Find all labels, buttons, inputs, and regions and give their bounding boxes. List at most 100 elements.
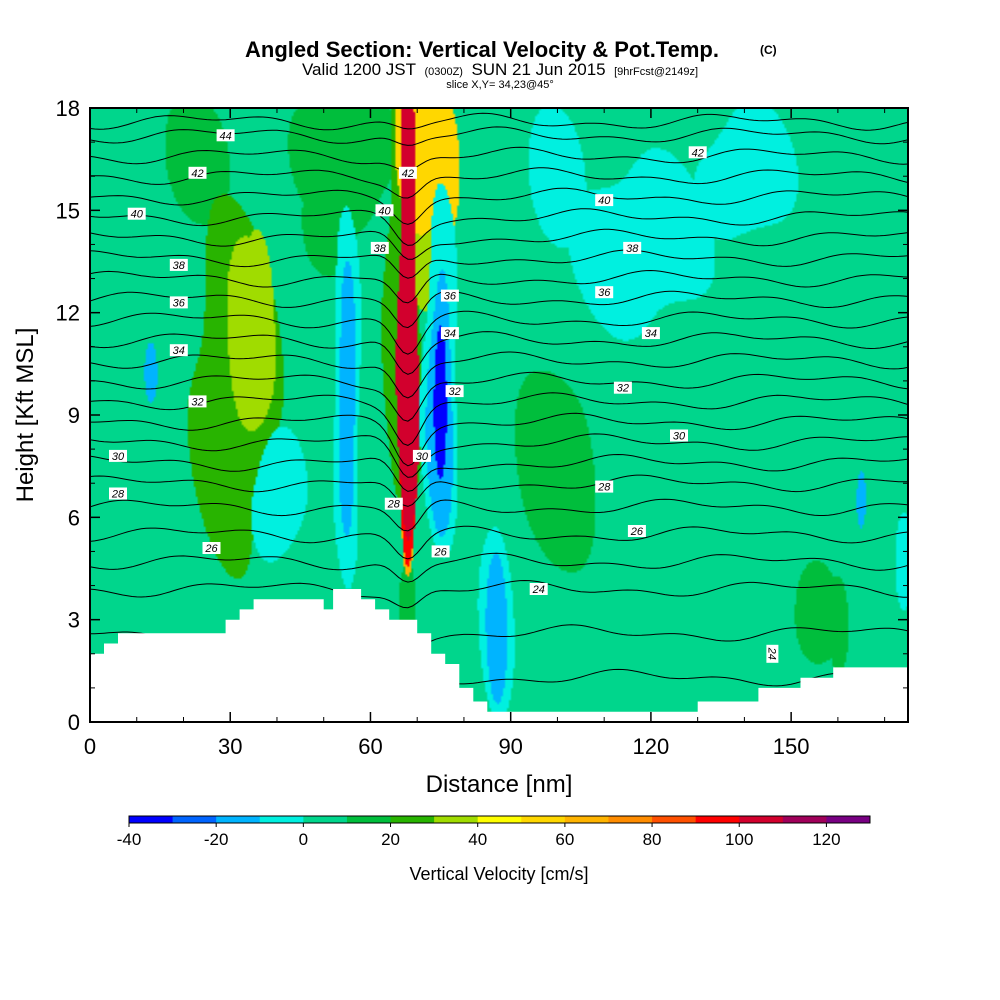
contour-label: 32 bbox=[445, 385, 464, 398]
theta-contour-line bbox=[90, 187, 908, 225]
contour-label: 42 bbox=[398, 166, 417, 180]
colorbar-frame bbox=[128, 815, 871, 824]
colorbar-label: Vertical Velocity [cm/s] bbox=[409, 864, 588, 884]
plot-area: 44 42 40 38 36 34 32 30 28 26 42 40 38 36 34 32 30 28 26 24… bbox=[90, 108, 908, 722]
contour-label-bg bbox=[370, 241, 389, 254]
y-tick-label: 12 bbox=[56, 301, 80, 326]
contour-label: 36 bbox=[440, 289, 459, 303]
colorbar-swatch bbox=[477, 816, 522, 823]
contour-label: 24 bbox=[765, 644, 779, 663]
contour-label-text: 40 bbox=[598, 195, 611, 207]
theta-contour-line bbox=[90, 331, 908, 375]
contour-label-text: 42 bbox=[402, 168, 414, 180]
contour-label-text: 42 bbox=[692, 147, 704, 159]
contour-label-text: 38 bbox=[374, 243, 387, 255]
contour-labels: 44 42 40 38 36 34 32 30 28 26 42 40 38 36 34 32 30 28 26 24… bbox=[109, 129, 779, 663]
x-tick-label: 30 bbox=[218, 734, 242, 759]
contour-label: 42 bbox=[188, 166, 207, 180]
colorbar-swatch bbox=[695, 816, 740, 823]
contour-label-text: 26 bbox=[433, 546, 447, 558]
theta-contour-line bbox=[90, 167, 908, 199]
x-tick-label: 150 bbox=[773, 734, 810, 759]
contour-label: 24 bbox=[529, 583, 548, 596]
contour-label: 38 bbox=[169, 258, 188, 272]
contour-label-bg bbox=[398, 166, 417, 179]
y-tick-label: 6 bbox=[68, 505, 80, 530]
colorbar-tick-label: -20 bbox=[204, 830, 229, 849]
contour-label-text: 30 bbox=[416, 451, 429, 463]
contour-label-bg bbox=[169, 296, 188, 309]
contour-label-bg bbox=[595, 194, 614, 207]
contour-label-bg bbox=[384, 497, 403, 510]
contour-label-bg bbox=[202, 542, 221, 554]
theta-contour-line bbox=[90, 310, 908, 355]
contour-label-text: 28 bbox=[387, 499, 401, 511]
x-tick-label: 0 bbox=[84, 734, 96, 759]
contour-label-text: 30 bbox=[112, 451, 125, 463]
contour-label: 26 bbox=[202, 542, 221, 555]
colorbar-swatch bbox=[259, 816, 304, 823]
contour-label-bg bbox=[169, 344, 188, 357]
colorbar-tick-label: 40 bbox=[468, 830, 487, 849]
theta-contour-line bbox=[90, 228, 908, 260]
contour-label-text: 26 bbox=[630, 526, 644, 538]
chart-title: Angled Section: Vertical Velocity & Pot.… bbox=[245, 37, 719, 62]
contour-label-bg bbox=[529, 583, 548, 595]
colorbar-swatch bbox=[390, 816, 435, 823]
theta-contour-line bbox=[90, 392, 908, 446]
contour-label-bg bbox=[412, 449, 431, 462]
valid-prefix: Valid 1200 JST bbox=[302, 60, 416, 79]
contour-label-bg bbox=[440, 289, 459, 302]
contour-label: 28 bbox=[109, 487, 127, 501]
forecast-info: [9hrFcst@2149z] bbox=[614, 66, 698, 78]
colorbar-swatch bbox=[216, 816, 261, 823]
y-tick-label: 18 bbox=[56, 96, 80, 121]
contour-label-bg bbox=[169, 258, 188, 271]
contour-label-text: 30 bbox=[673, 431, 686, 443]
contour-label-text: 28 bbox=[111, 489, 125, 501]
contour-label-text: 26 bbox=[204, 543, 218, 555]
theta-contour-line bbox=[90, 249, 908, 279]
colorbar-swatch bbox=[172, 816, 217, 823]
colorbar-swatch bbox=[826, 816, 871, 823]
contour-label-text: 34 bbox=[173, 345, 185, 357]
contour-label-bg bbox=[188, 395, 207, 408]
contour-label: 36 bbox=[169, 296, 188, 309]
contour-label-bg bbox=[766, 644, 779, 663]
contour-label-text: 24 bbox=[532, 584, 545, 596]
contour-label-text: 38 bbox=[173, 260, 186, 272]
contour-label-text: 34 bbox=[645, 328, 657, 340]
terrain-mask bbox=[90, 589, 908, 722]
contour-label: 40 bbox=[375, 204, 394, 217]
potential-temperature-contours bbox=[90, 112, 908, 687]
contour-label-text: 32 bbox=[191, 396, 203, 408]
contour-label: 26 bbox=[431, 545, 450, 558]
contour-label-text: 36 bbox=[173, 297, 186, 309]
theta-contour-line bbox=[90, 208, 908, 246]
contour-label: 36 bbox=[595, 286, 614, 299]
theta-contour-line bbox=[90, 351, 908, 399]
contour-label-text: 38 bbox=[626, 243, 639, 255]
theta-contour-line bbox=[90, 525, 908, 560]
valid-z: (0300Z) bbox=[424, 66, 463, 78]
contour-label-text: 32 bbox=[617, 383, 629, 395]
contour-label-bg bbox=[445, 385, 464, 398]
contour-label: 26 bbox=[627, 525, 646, 538]
colorbar-swatch bbox=[346, 816, 391, 823]
contour-label-text: 40 bbox=[131, 209, 144, 221]
theta-contour-line bbox=[90, 474, 908, 507]
theta-contour-line bbox=[90, 579, 908, 609]
colorbar-swatch bbox=[521, 816, 566, 823]
contour-label: 28 bbox=[595, 480, 614, 494]
contour-label-bg bbox=[440, 327, 459, 340]
y-tick-label: 0 bbox=[68, 710, 80, 735]
y-tick-label: 3 bbox=[68, 608, 80, 633]
colorbar-tick-label: 100 bbox=[725, 830, 753, 849]
x-tick-label: 120 bbox=[633, 734, 670, 759]
contour-label-text: 34 bbox=[444, 328, 456, 340]
contour-label-bg bbox=[431, 545, 450, 558]
contour-label: 38 bbox=[370, 241, 389, 255]
colorbar-tick-label: 20 bbox=[381, 830, 400, 849]
contour-label: 42 bbox=[688, 146, 707, 159]
